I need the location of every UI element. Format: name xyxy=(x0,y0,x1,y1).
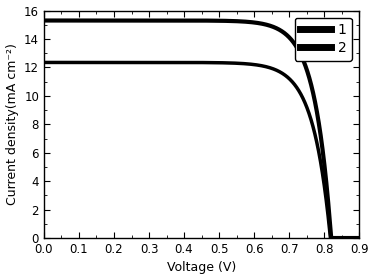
1 xyxy=(329,236,334,240)
1 xyxy=(195,19,199,22)
2 xyxy=(328,236,333,240)
Line: 2: 2 xyxy=(44,62,359,238)
2 xyxy=(58,61,62,64)
2 xyxy=(42,61,46,64)
1 xyxy=(187,19,191,22)
2 xyxy=(348,236,352,240)
2 xyxy=(187,61,191,64)
1 xyxy=(42,19,46,22)
1 xyxy=(58,19,62,22)
Legend: 1, 2: 1, 2 xyxy=(295,18,352,61)
2 xyxy=(357,236,361,240)
1 xyxy=(348,236,352,240)
Line: 1: 1 xyxy=(44,20,359,238)
2 xyxy=(290,80,294,83)
X-axis label: Voltage (V): Voltage (V) xyxy=(167,262,236,274)
1 xyxy=(357,236,361,240)
1 xyxy=(348,236,352,240)
Y-axis label: Current density(mA cm⁻²): Current density(mA cm⁻²) xyxy=(6,43,19,205)
2 xyxy=(195,61,199,64)
2 xyxy=(348,236,352,240)
1 xyxy=(290,39,294,42)
